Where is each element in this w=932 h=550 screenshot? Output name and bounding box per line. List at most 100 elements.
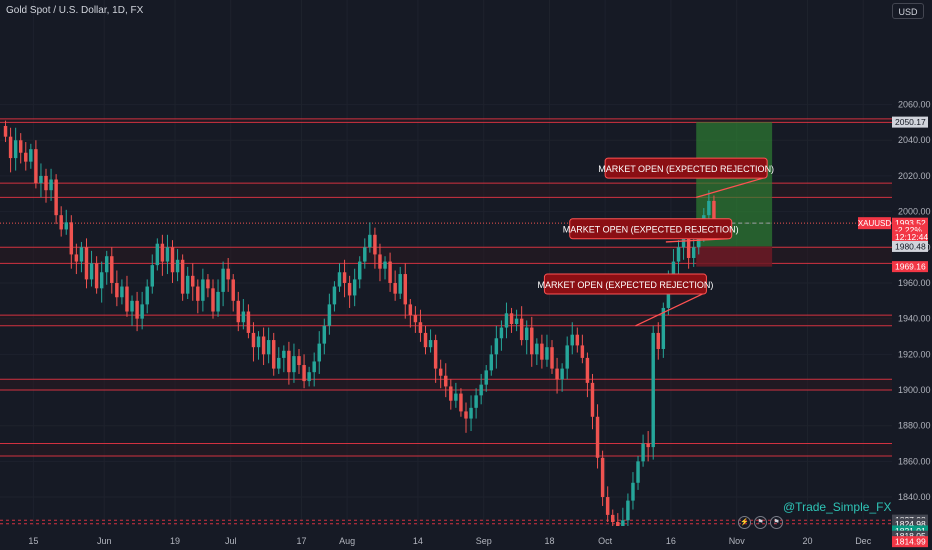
candle-body — [332, 286, 337, 305]
candle-body — [707, 200, 711, 216]
candle-body — [383, 261, 387, 269]
candle-body — [388, 261, 392, 283]
candle-body — [535, 343, 539, 355]
candle-body — [398, 274, 402, 294]
candle-body — [550, 347, 554, 369]
candle-body — [180, 259, 185, 294]
price-tag-text: -2.22% — [895, 225, 922, 235]
candle-body — [64, 222, 68, 230]
x-tick-label: 15 — [28, 536, 38, 546]
price-tag — [892, 261, 928, 273]
x-tick-label: Jul — [225, 536, 237, 546]
y-tick-label: 2000.00 — [898, 207, 931, 217]
candle-body — [570, 334, 574, 346]
candle-body — [494, 338, 499, 355]
price-axis[interactable]: 1840.00 1860.00 1880.00 1900.00 1920.00 1940.… — [858, 0, 932, 550]
candle-body — [489, 354, 494, 371]
candle-body — [145, 286, 149, 305]
price-tag — [892, 224, 928, 236]
x-tick-label: Sep — [476, 536, 492, 546]
candle-body — [459, 393, 463, 412]
candle-body — [555, 368, 559, 380]
candle-body — [636, 461, 640, 483]
candle-body — [509, 313, 514, 324]
candle-body — [322, 325, 327, 344]
zone-band — [0, 118, 892, 123]
candle-body — [140, 304, 144, 319]
candle-body — [418, 322, 423, 333]
candle-body — [287, 350, 291, 373]
candle-body — [246, 311, 251, 333]
candle-body — [271, 340, 276, 369]
candle-body — [408, 304, 413, 316]
candle-body — [651, 332, 655, 448]
y-tick-label: 1920.00 — [898, 349, 931, 359]
candle-body — [676, 247, 681, 262]
candle-body — [358, 261, 362, 280]
candle-body — [469, 407, 473, 419]
candle-body — [196, 286, 200, 301]
price-tag-text: 12:12:44 — [895, 232, 928, 242]
callout-pointer — [635, 293, 703, 327]
candle-body — [49, 179, 53, 191]
symbol-tag-text: XAUUSD — [858, 219, 892, 228]
candle-body — [545, 347, 549, 360]
candle-body — [231, 279, 235, 301]
candle-body — [540, 343, 544, 360]
status-icons: ⚡ ⚑ ⚑ — [738, 516, 783, 529]
candle-body — [110, 256, 114, 283]
time-axis[interactable]: 15 Jun 19 Jul 17 Aug 14 Sep 18 Oct 16 Nov 20 Dec — [0, 526, 892, 550]
candle-body — [504, 313, 509, 328]
candle-body — [307, 372, 311, 382]
candle-body — [641, 443, 645, 462]
candles — [3, 120, 716, 544]
candle-body — [69, 222, 74, 255]
candle-body — [160, 243, 165, 262]
candle-body — [226, 268, 230, 280]
candle-body — [297, 356, 301, 366]
candle-body — [105, 256, 109, 273]
candle-body — [84, 247, 89, 280]
currency-button[interactable]: USD — [892, 3, 924, 19]
x-tick-label: 17 — [297, 536, 307, 546]
candle-body — [211, 288, 215, 312]
candle-body — [135, 300, 139, 319]
candle-body — [8, 136, 13, 159]
chart-title: Gold Spot / U.S. Dollar, 1D, FX — [6, 5, 144, 16]
candle-body — [681, 236, 686, 248]
candle-body — [646, 443, 650, 448]
candle-body — [130, 300, 134, 312]
price-tag — [892, 231, 928, 243]
candle-body — [3, 125, 8, 137]
candle-body — [29, 149, 33, 162]
candle-body — [403, 274, 407, 305]
candle-body — [175, 259, 180, 273]
candle-body — [18, 140, 23, 153]
zone-band — [0, 247, 892, 264]
callout-pointer — [665, 238, 728, 243]
candle-body — [433, 340, 438, 369]
candle-body — [327, 304, 332, 326]
candle-body — [712, 200, 716, 225]
x-tick-label: Oct — [598, 536, 613, 546]
candle-body — [530, 327, 534, 355]
candle-body — [261, 336, 266, 355]
candle-body — [59, 215, 63, 230]
candle-body — [631, 482, 635, 501]
x-tick-label: Nov — [729, 536, 746, 546]
price-tag-text: 1824.98 — [895, 519, 926, 529]
flag-icon: ⚑ — [770, 516, 783, 529]
y-tick-label: 1860.00 — [898, 456, 931, 466]
y-tick-label: 2060.00 — [898, 100, 931, 110]
candle-body — [671, 261, 676, 280]
callout-text: MARKET OPEN (EXPECTED REJECTION) — [537, 280, 713, 290]
price-tag — [892, 240, 928, 252]
candle-body — [368, 234, 372, 248]
candle-body — [150, 265, 154, 287]
candle-body — [347, 282, 352, 296]
price-tag-text: 1814.99 — [895, 537, 926, 547]
candle-body — [580, 345, 585, 358]
price-tag — [892, 116, 928, 128]
callout-box — [569, 218, 733, 240]
